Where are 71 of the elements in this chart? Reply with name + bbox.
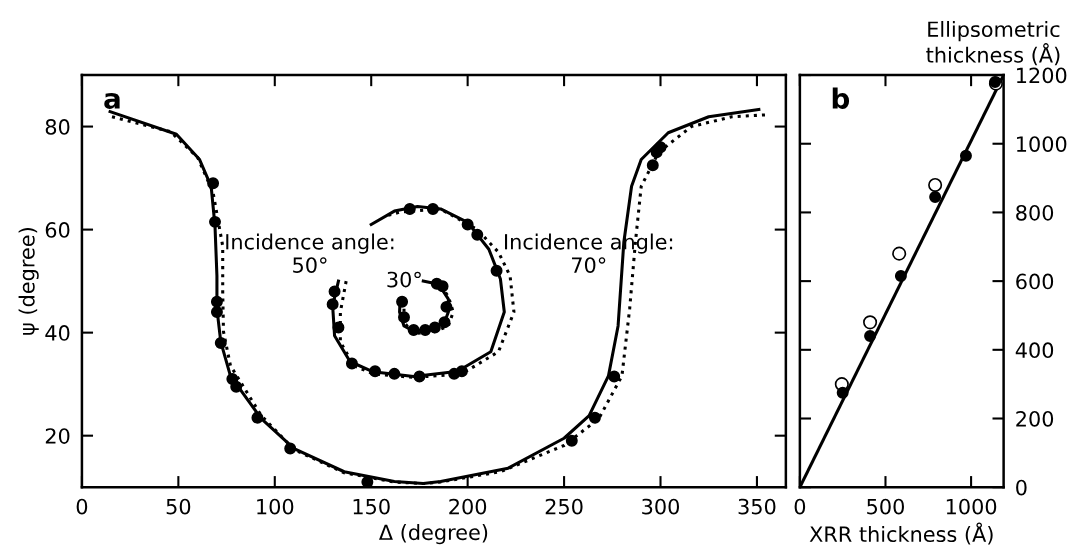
point bbox=[864, 330, 877, 343]
point bbox=[646, 159, 659, 172]
x-axis-title: Δ (degree) bbox=[378, 524, 488, 545]
point bbox=[565, 434, 578, 447]
y-tick-label: 800 bbox=[1016, 204, 1054, 221]
y-axis-title: Ellipsometric thickness (Å) bbox=[926, 21, 1060, 66]
point bbox=[461, 218, 474, 231]
point bbox=[471, 228, 484, 241]
point bbox=[608, 370, 621, 383]
point bbox=[654, 141, 667, 154]
x-tick-label: 50 bbox=[166, 498, 191, 515]
point bbox=[345, 357, 358, 370]
x-tick-label: 350 bbox=[738, 498, 776, 515]
point bbox=[214, 336, 227, 349]
point bbox=[398, 311, 410, 324]
point bbox=[210, 295, 223, 308]
x-tick-label: 250 bbox=[545, 498, 583, 515]
point bbox=[209, 215, 221, 228]
y-tick-label: 40 bbox=[45, 325, 70, 341]
x-axis-title: XRR thickness (Å) bbox=[809, 522, 993, 545]
point bbox=[407, 324, 420, 337]
y-tick-label: 0 bbox=[1016, 479, 1027, 496]
point bbox=[284, 442, 297, 455]
point bbox=[230, 380, 243, 393]
annotation: 30° bbox=[387, 271, 421, 288]
annotation: b bbox=[832, 87, 850, 109]
point bbox=[440, 300, 453, 313]
point bbox=[388, 367, 401, 380]
point bbox=[332, 321, 345, 334]
point bbox=[588, 411, 601, 424]
y-tick-label: 600 bbox=[1016, 273, 1054, 290]
x-tick-label: 200 bbox=[449, 498, 487, 515]
point bbox=[210, 306, 223, 319]
y-tick-label: 60 bbox=[45, 222, 70, 238]
y-tick-label: 200 bbox=[1016, 410, 1054, 427]
y-tick-label: 80 bbox=[45, 119, 70, 135]
point bbox=[455, 365, 468, 378]
point bbox=[328, 285, 341, 298]
point bbox=[490, 264, 503, 277]
point bbox=[326, 298, 339, 311]
point bbox=[438, 316, 451, 329]
point bbox=[426, 203, 439, 215]
point bbox=[396, 295, 409, 308]
x-tick-label: 100 bbox=[257, 498, 294, 515]
y-tick-label: 1000 bbox=[1017, 136, 1067, 152]
point bbox=[251, 411, 264, 424]
point bbox=[863, 315, 878, 330]
y-tick-label: 400 bbox=[1015, 342, 1054, 359]
y-tick-label: 20 bbox=[45, 428, 70, 444]
y-tick-label: 1200 bbox=[1017, 67, 1067, 84]
point bbox=[207, 177, 220, 190]
point bbox=[894, 269, 907, 282]
point bbox=[413, 370, 426, 383]
x-tick-label: 300 bbox=[642, 498, 679, 515]
x-tick-label: 500 bbox=[867, 498, 904, 515]
point bbox=[430, 277, 443, 290]
x-tick-label: 0 bbox=[794, 498, 806, 515]
point bbox=[929, 190, 942, 203]
point bbox=[403, 203, 416, 215]
point bbox=[959, 149, 972, 162]
point bbox=[428, 321, 441, 334]
point bbox=[892, 246, 907, 261]
annotation: a bbox=[104, 92, 120, 109]
x-tick-label: 1000 bbox=[946, 498, 997, 515]
point bbox=[369, 365, 382, 378]
x-tick-label: 0 bbox=[76, 498, 88, 515]
x-tick-label: 150 bbox=[353, 498, 390, 515]
point bbox=[836, 386, 849, 399]
point bbox=[928, 177, 943, 192]
point bbox=[419, 324, 432, 337]
y-axis-title: ψ (degree) bbox=[18, 228, 39, 335]
